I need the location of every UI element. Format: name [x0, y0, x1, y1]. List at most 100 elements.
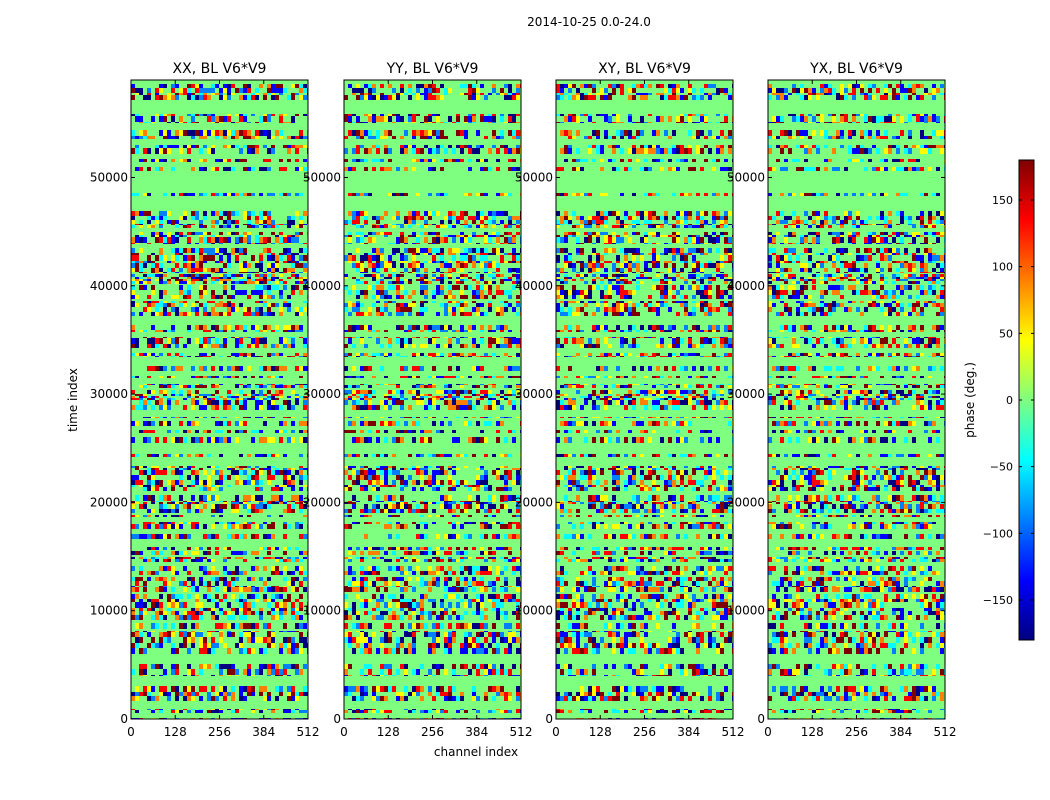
heatmap-cell	[163, 325, 167, 330]
heatmap-cell	[287, 303, 291, 307]
heatmap-cell	[251, 669, 255, 675]
heatmap-cell	[155, 261, 159, 263]
heatmap-cell	[207, 501, 211, 502]
heatmap-cell	[235, 255, 239, 261]
heatmap-cell	[175, 466, 179, 468]
heatmap-cell	[295, 224, 299, 225]
heatmap-cell	[131, 515, 135, 517]
heatmap-cell	[235, 290, 239, 295]
heatmap-cell	[271, 664, 275, 669]
heatmap-cell	[159, 167, 163, 171]
heatmap-cell	[131, 100, 308, 105]
heatmap-cell	[195, 632, 199, 637]
heatmap-cell	[175, 571, 179, 575]
heatmap-cell	[163, 356, 167, 357]
heatmap-cell	[215, 566, 219, 571]
heatmap-cell	[247, 303, 251, 307]
heatmap-cell	[135, 338, 139, 344]
heatmap-cell	[215, 88, 219, 93]
heatmap-cell	[299, 312, 303, 316]
heatmap-cell	[239, 495, 243, 501]
heatmap-cell	[279, 631, 283, 632]
heatmap-cell	[211, 557, 215, 559]
heatmap-cell	[295, 522, 299, 524]
heatmap-cell	[223, 581, 227, 586]
heatmap-cell	[251, 602, 255, 608]
heatmap-cell	[239, 571, 243, 575]
heatmap-cell	[227, 675, 231, 676]
heatmap-cell	[183, 385, 187, 388]
heatmap-cell	[299, 384, 303, 385]
heatmap-cell	[167, 211, 171, 216]
heatmap-cell	[263, 632, 267, 637]
heatmap-cell	[183, 337, 187, 338]
heatmap-cell	[239, 524, 243, 529]
heatmap-cell	[151, 281, 155, 284]
heatmap-cell	[255, 487, 259, 491]
heatmap-cell	[147, 224, 151, 225]
heatmap-cell	[231, 547, 235, 550]
heatmap-cell	[235, 390, 239, 394]
heatmap-cell	[199, 263, 203, 268]
heatmap-cell	[255, 148, 259, 154]
heatmap-cell	[179, 344, 183, 348]
heatmap-cell	[303, 524, 307, 529]
heatmap-cell	[283, 470, 287, 475]
heatmap-cell	[195, 581, 199, 586]
heatmap-cell	[143, 623, 147, 629]
heatmap-cell	[255, 559, 259, 562]
heatmap-cell	[183, 709, 187, 710]
heatmap-cell	[235, 405, 239, 410]
heatmap-cell	[295, 437, 299, 443]
heatmap-cell	[299, 274, 303, 277]
heatmap-cell	[279, 281, 283, 284]
heatmap-cell	[199, 376, 203, 378]
heatmap-cell	[191, 325, 195, 330]
heatmap-cell	[135, 285, 139, 290]
heatmap-cell	[171, 587, 175, 592]
heatmap-cell	[223, 376, 227, 378]
heatmap-cell	[155, 159, 159, 162]
heatmap-cell	[191, 148, 195, 154]
heatmap-cell	[303, 376, 307, 378]
heatmap-cell	[211, 405, 215, 410]
heatmap-cell	[175, 602, 179, 608]
heatmap-cell	[139, 88, 143, 93]
heatmap-cell	[223, 396, 227, 398]
heatmap-cell	[171, 295, 175, 299]
heatmap-cell	[243, 325, 247, 330]
heatmap-cell	[267, 114, 271, 116]
heatmap-cell	[143, 501, 147, 502]
heatmap-cell	[275, 253, 279, 255]
heatmap-cell	[251, 303, 255, 307]
heatmap-cell	[163, 631, 167, 632]
heatmap-cell	[251, 470, 255, 475]
heatmap-cell	[227, 274, 231, 277]
heatmap-cell	[139, 277, 143, 279]
heatmap-cell	[167, 274, 171, 277]
heatmap-cell	[187, 301, 191, 303]
heatmap-cell	[299, 398, 303, 400]
heatmap-cell	[135, 675, 139, 676]
heatmap-cell	[183, 566, 187, 571]
heatmap-cell	[259, 301, 263, 303]
heatmap-cell	[267, 581, 271, 586]
heatmap-cell	[147, 547, 151, 550]
heatmap-cell	[227, 648, 231, 654]
heatmap-cell	[199, 709, 203, 710]
heatmap-cell	[231, 631, 235, 632]
heatmap-cell	[263, 534, 267, 539]
heatmap-cell	[223, 232, 227, 235]
heatmap-cell	[207, 307, 211, 312]
heatmap-cell	[211, 586, 215, 587]
heatmap-cell	[279, 643, 283, 648]
heatmap-cell	[147, 344, 151, 348]
heatmap-cell	[223, 466, 227, 468]
heatmap-cell	[147, 664, 151, 669]
heatmap-cell	[163, 615, 167, 620]
heatmap-cell	[207, 696, 211, 701]
heatmap-cell	[151, 338, 155, 344]
heatmap-cell	[151, 366, 155, 371]
heatmap-cell	[291, 261, 295, 263]
heatmap-cell	[179, 167, 183, 171]
